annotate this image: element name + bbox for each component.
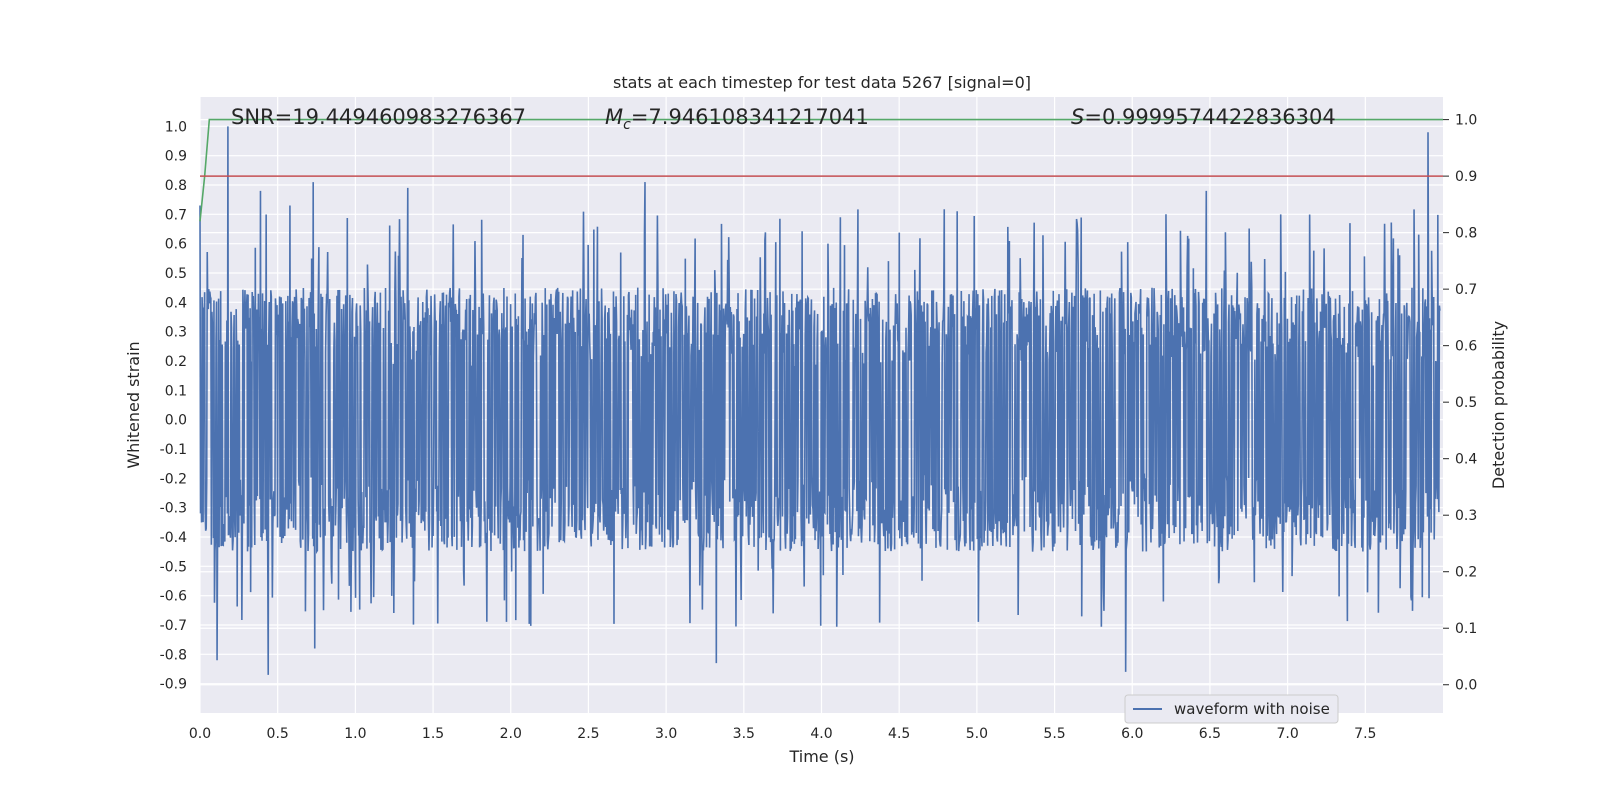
s-value: =0.9999574422836304 — [1084, 105, 1335, 129]
y-tick-label-right: 0.3 — [1455, 508, 1477, 524]
detection-probability-line — [199, 118, 1443, 222]
x-axis-label: Time (s) — [788, 747, 854, 766]
y-axis-label-right: Detection probability — [1489, 321, 1508, 489]
y-tick-label-left: 0.7 — [165, 207, 187, 223]
chirp-mass-symbol: M — [605, 105, 623, 129]
y-tick-label-left: -0.2 — [160, 471, 187, 487]
y-tick-label-right: 0.1 — [1455, 621, 1477, 637]
chirp-mass-annotation: Mc=7.946108341217041 — [605, 105, 869, 133]
waveform-line — [199, 126, 1441, 675]
y-tick-label-left: -0.5 — [160, 559, 187, 575]
y-tick-label-left: 0.8 — [165, 178, 187, 194]
x-tick-label: 4.5 — [888, 726, 910, 742]
y-tick-label-left: -0.9 — [160, 677, 187, 693]
y-tick-label-right: 1.0 — [1455, 113, 1477, 129]
y-tick-label-right: 0.5 — [1455, 395, 1477, 411]
x-tick-label: 1.5 — [422, 726, 444, 742]
y-tick-label-left: 0.0 — [165, 413, 187, 429]
x-tick-label: 2.0 — [500, 726, 522, 742]
y-tick-label-left: -0.6 — [160, 589, 187, 605]
x-tick-label: 3.0 — [655, 726, 677, 742]
x-tick-label: 1.0 — [344, 726, 366, 742]
s-annotation: S=0.9999574422836304 — [1071, 105, 1336, 129]
x-tick-label: 7.0 — [1276, 726, 1298, 742]
right-axis-series — [199, 118, 1443, 222]
chirp-mass-value: =7.946108341217041 — [631, 105, 869, 129]
y-tick-label-left: 0.2 — [165, 354, 187, 370]
y-tick-label-left: 0.3 — [165, 325, 187, 341]
x-tick-label: 5.5 — [1043, 726, 1065, 742]
x-tick-label: 4.0 — [810, 726, 832, 742]
y-tick-label-right: 0.4 — [1455, 452, 1477, 468]
y-tick-label-left: 0.5 — [165, 266, 187, 282]
y-tick-label-right: 0.9 — [1455, 169, 1477, 185]
y-tick-label-left: 0.1 — [165, 383, 187, 399]
legend: waveform with noise — [1124, 694, 1339, 724]
y-tick-label-right: 0.0 — [1455, 678, 1477, 694]
y-tick-label-left: 0.9 — [165, 149, 187, 165]
y-tick-label-left: 1.0 — [165, 119, 187, 135]
chart-title: stats at each timestep for test data 526… — [613, 73, 1031, 92]
y-tick-label-left: 0.6 — [165, 237, 187, 253]
y-tick-label-left: -0.1 — [160, 442, 187, 458]
s-symbol: S — [1071, 105, 1084, 129]
x-tick-label: 6.0 — [1121, 726, 1143, 742]
y-tick-label-right: 0.8 — [1455, 226, 1477, 242]
x-tick-label: 5.0 — [966, 726, 988, 742]
snr-annotation: SNR=19.449460983276367 — [231, 105, 526, 129]
y-axis-label-left: Whitened strain — [124, 341, 143, 468]
ticks: 0.0 0.5 1.0 1.5 2.0 2.5 3.0 3.5 4.0 4.5 5.0 5.5 6.0 6… — [160, 113, 1478, 742]
y-tick-label-right: 0.6 — [1455, 339, 1477, 355]
x-tick-label: 0.0 — [189, 726, 211, 742]
y-tick-label-right: 0.2 — [1455, 565, 1477, 581]
y-tick-label-left: -0.8 — [160, 647, 187, 663]
y-tick-label-right: 0.7 — [1455, 282, 1477, 298]
legend-label-waveform: waveform with noise — [1174, 700, 1330, 718]
y-tick-label-left: 0.4 — [165, 295, 187, 311]
y-tick-label-left: -0.4 — [160, 530, 187, 546]
x-tick-label: 0.5 — [267, 726, 289, 742]
x-tick-label: 3.5 — [733, 726, 755, 742]
legend-box — [1124, 694, 1339, 724]
y-tick-label-left: -0.7 — [160, 618, 187, 634]
x-tick-label: 2.5 — [577, 726, 599, 742]
waveform-series — [199, 126, 1441, 675]
chirp-mass-subscript: c — [623, 117, 631, 133]
x-tick-label: 7.5 — [1354, 726, 1376, 742]
y-tick-label-left: -0.3 — [160, 501, 187, 517]
x-tick-label: 6.5 — [1199, 726, 1221, 742]
